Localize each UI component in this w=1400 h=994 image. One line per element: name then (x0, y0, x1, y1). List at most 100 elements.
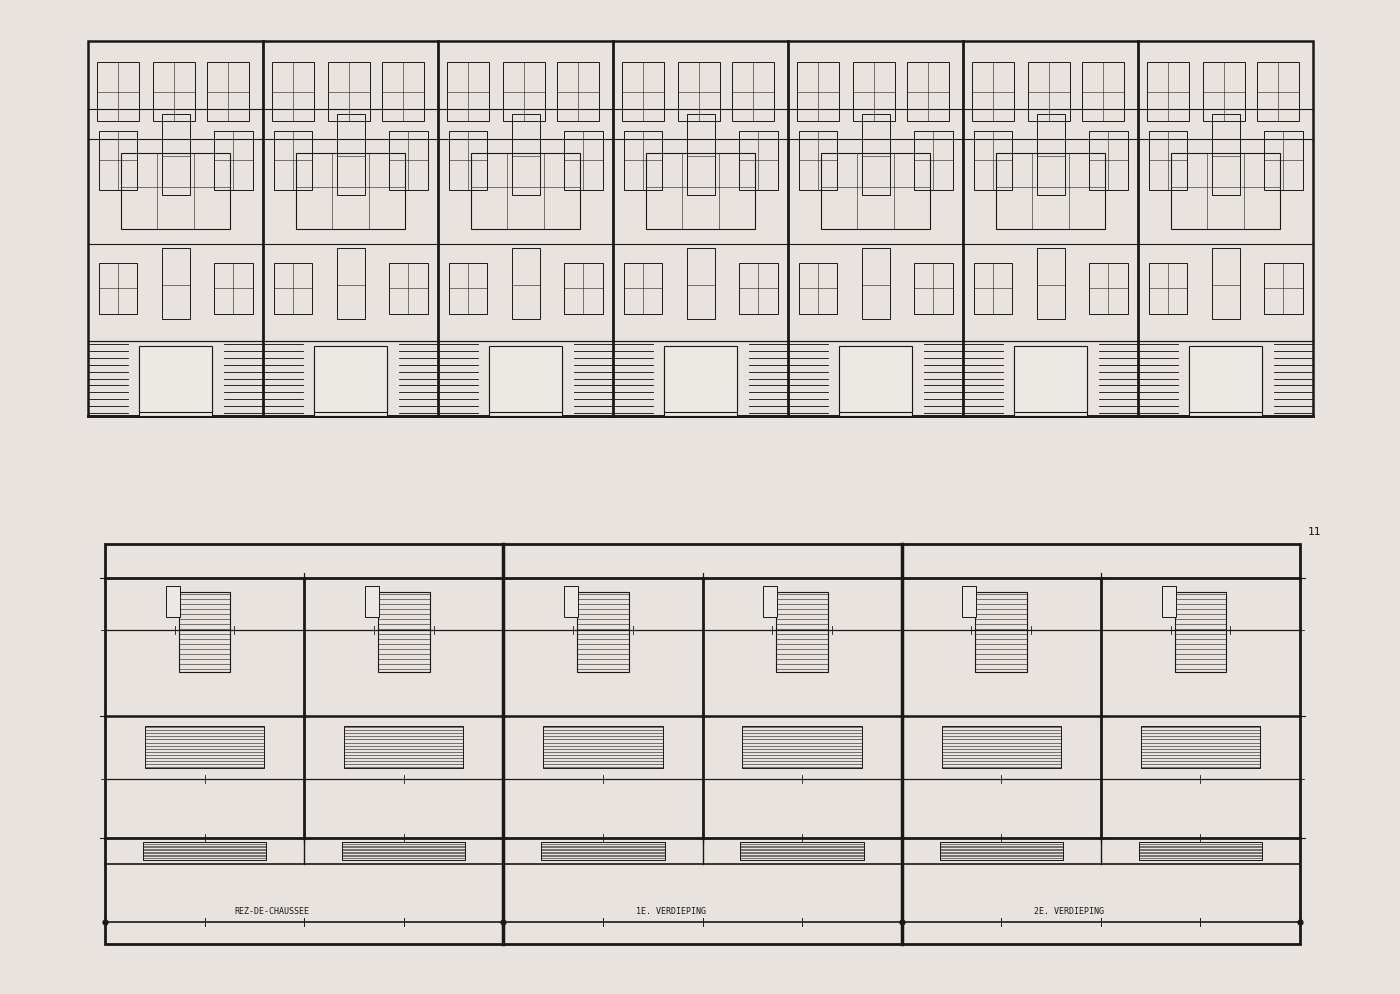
Bar (98, 263, 137, 314)
Bar (1089, 132, 1127, 190)
Bar (161, 115, 189, 196)
Bar (678, 64, 720, 122)
Bar (564, 263, 602, 314)
Bar (489, 346, 563, 413)
Bar (365, 586, 379, 617)
Bar (297, 154, 405, 230)
Bar (839, 351, 913, 416)
Bar (328, 64, 370, 122)
Bar (1036, 249, 1064, 319)
Bar (914, 132, 952, 190)
Bar (1089, 263, 1127, 314)
Bar (447, 64, 489, 122)
Bar (273, 263, 312, 314)
Bar (336, 249, 364, 319)
Bar (143, 842, 266, 861)
Bar (732, 64, 774, 122)
Bar (1028, 64, 1070, 122)
Bar (139, 346, 213, 413)
Bar (939, 842, 1063, 861)
Bar (739, 263, 777, 314)
Bar (273, 132, 312, 190)
Bar (1138, 842, 1263, 861)
Bar (647, 154, 755, 230)
Bar (861, 249, 889, 319)
Bar (98, 132, 137, 190)
Bar (214, 263, 252, 314)
Bar (1211, 249, 1239, 319)
Bar (503, 64, 545, 122)
Bar (1147, 64, 1189, 122)
Bar (907, 64, 949, 122)
Bar (962, 586, 976, 617)
Bar (272, 64, 314, 122)
Bar (1264, 263, 1302, 314)
Bar (389, 132, 427, 190)
Bar (511, 249, 539, 319)
Bar (798, 132, 837, 190)
Bar (973, 132, 1012, 190)
Text: 11: 11 (1308, 527, 1322, 537)
Bar (344, 726, 463, 768)
Bar (839, 346, 913, 413)
Bar (577, 592, 629, 672)
Bar (342, 842, 465, 861)
Text: REZ-DE-CHAUSSEE: REZ-DE-CHAUSSEE (235, 907, 309, 915)
Bar (564, 132, 602, 190)
Bar (314, 346, 388, 413)
Bar (763, 586, 777, 617)
Bar (161, 249, 189, 319)
Bar (139, 351, 213, 416)
Bar (378, 592, 430, 672)
Bar (179, 592, 231, 672)
Bar (336, 115, 364, 196)
Bar (1189, 351, 1263, 416)
Bar (1162, 586, 1176, 617)
Bar (97, 64, 139, 122)
Bar (973, 263, 1012, 314)
Bar (861, 115, 889, 196)
Bar (153, 64, 195, 122)
Bar (557, 64, 599, 122)
Bar (997, 154, 1105, 230)
Text: 2E. VERDIEPING: 2E. VERDIEPING (1035, 907, 1105, 915)
Bar (543, 726, 662, 768)
Bar (1257, 64, 1299, 122)
Bar (776, 592, 827, 672)
Bar (511, 115, 539, 196)
Bar (1141, 726, 1260, 768)
Bar (1264, 132, 1302, 190)
Bar (314, 351, 388, 416)
Bar (489, 351, 563, 416)
Bar (122, 154, 230, 230)
Bar (1211, 115, 1239, 196)
Bar (1172, 154, 1280, 230)
Bar (165, 586, 179, 617)
Bar (207, 64, 249, 122)
Bar (1036, 115, 1064, 196)
Bar (797, 64, 839, 122)
Bar (1203, 64, 1245, 122)
Bar (1189, 346, 1263, 413)
Bar (623, 132, 662, 190)
Bar (448, 263, 487, 314)
Bar (448, 132, 487, 190)
Bar (1014, 351, 1088, 416)
Bar (542, 842, 665, 861)
Bar (686, 249, 714, 319)
Bar (853, 64, 895, 122)
Bar (664, 351, 738, 416)
Bar (739, 132, 777, 190)
Bar (1148, 263, 1187, 314)
Bar (214, 132, 252, 190)
Bar (972, 64, 1014, 122)
Bar (941, 726, 1061, 768)
Bar (1148, 132, 1187, 190)
Bar (622, 64, 664, 122)
Bar (741, 842, 864, 861)
Bar (914, 263, 952, 314)
Bar (105, 545, 1301, 944)
Bar (742, 726, 862, 768)
Bar (623, 263, 662, 314)
Bar (798, 263, 837, 314)
